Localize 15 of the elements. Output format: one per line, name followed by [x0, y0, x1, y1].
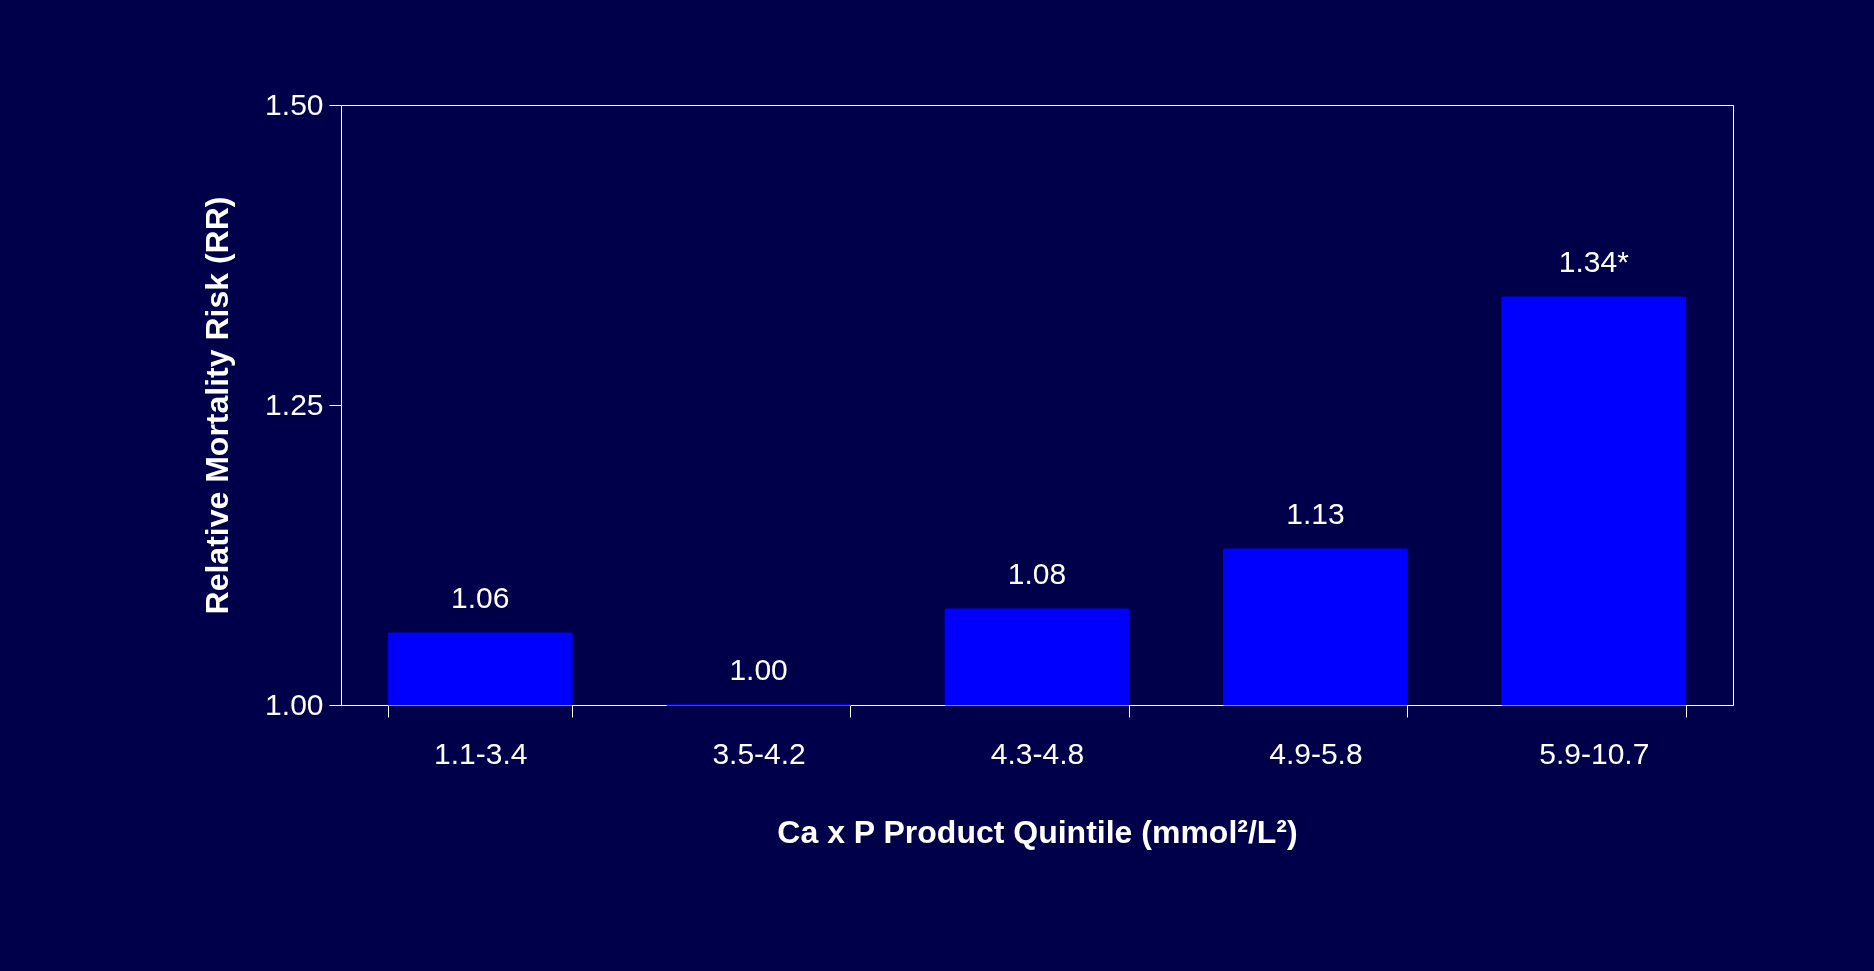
x-tick-label: 3.5-4.2 [712, 736, 806, 770]
x-tick-label: 4.9-5.8 [1269, 736, 1363, 770]
x-tick-label: 4.3-4.8 [990, 736, 1085, 770]
x-tick-label: 5.9-10.7 [1539, 736, 1650, 770]
x-axis-title: Ca x P Product Quintile (mmol²/L²) [777, 813, 1298, 850]
y-axis-title: Relative Mortality Risk (RR) [199, 196, 236, 615]
data-label: 1.00 [729, 653, 788, 686]
data-label: 1.06 [451, 581, 510, 614]
x-tick-label: 1.1-3.4 [434, 736, 528, 770]
y-tick-label: 1.50 [265, 87, 324, 121]
y-tick-label: 1.00 [265, 687, 324, 721]
data-label: 1.13 [1286, 497, 1345, 530]
data-label: 1.08 [1007, 557, 1067, 590]
y-tick-label: 1.25 [265, 387, 324, 421]
data-label: 1.34* [1558, 245, 1630, 278]
